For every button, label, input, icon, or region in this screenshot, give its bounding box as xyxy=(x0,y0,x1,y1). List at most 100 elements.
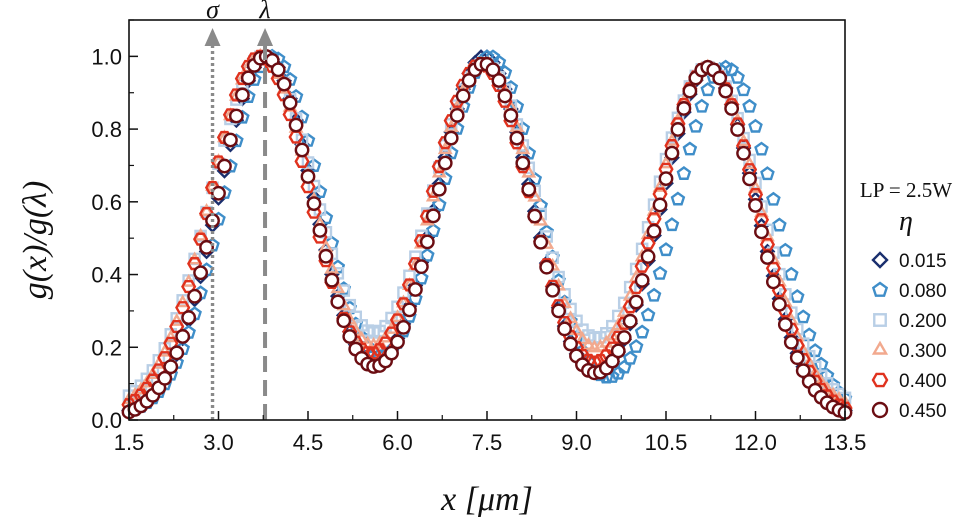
data-point xyxy=(187,288,203,304)
series-0.200 xyxy=(122,50,852,405)
data-point xyxy=(688,118,704,133)
data-point xyxy=(497,88,513,104)
data-point xyxy=(778,242,793,257)
data-point xyxy=(312,223,328,238)
legend-item: 0.400 xyxy=(871,371,947,392)
data-point xyxy=(228,108,244,124)
legend-label: 0.200 xyxy=(899,311,947,332)
data-point xyxy=(748,197,763,213)
legend-marker xyxy=(873,313,887,327)
data-point xyxy=(461,73,477,88)
data-point xyxy=(777,317,793,332)
data-point xyxy=(628,294,644,310)
data-point xyxy=(765,261,781,275)
data-point xyxy=(443,130,459,146)
data-point xyxy=(509,130,525,146)
data-point xyxy=(431,181,447,197)
data-point xyxy=(413,259,429,275)
legend-label: 0.450 xyxy=(899,401,947,422)
y-tick-label: 0.2 xyxy=(91,335,122,360)
y-tick-label: 0.8 xyxy=(91,117,122,142)
data-point xyxy=(772,217,787,232)
data-point xyxy=(270,62,286,78)
legend-title: LP = 2.5W xyxy=(860,178,952,202)
data-point xyxy=(449,108,465,123)
legend-item: 0.300 xyxy=(871,340,947,362)
data-point xyxy=(748,118,763,133)
legend-marker xyxy=(871,340,889,355)
legend-symbol: η xyxy=(899,206,913,237)
data-point xyxy=(366,346,382,360)
data-point xyxy=(640,249,656,264)
data-point xyxy=(437,155,453,171)
data-point xyxy=(670,122,686,137)
data-point xyxy=(407,282,423,297)
data-point xyxy=(402,302,417,318)
data-point xyxy=(533,234,549,250)
data-point xyxy=(785,306,798,319)
data-point xyxy=(324,272,340,288)
data-point xyxy=(622,350,638,365)
data-point xyxy=(658,242,674,257)
data-point xyxy=(789,350,805,366)
data-point xyxy=(455,88,471,104)
x-tick-label: 12.0 xyxy=(734,430,777,455)
series-0.450 xyxy=(121,49,853,420)
data-point xyxy=(545,282,561,298)
x-tick-label: 9.0 xyxy=(561,430,592,455)
data-point xyxy=(670,191,686,206)
data-point xyxy=(610,343,626,359)
data-point xyxy=(736,145,751,161)
data-point xyxy=(157,343,173,357)
data-point xyxy=(783,334,799,350)
data-point xyxy=(634,272,650,288)
data-point xyxy=(646,287,662,302)
data-point xyxy=(646,212,662,226)
data-point xyxy=(795,309,811,324)
legend-marker xyxy=(871,372,889,388)
data-point xyxy=(181,310,197,325)
data-point xyxy=(420,247,435,262)
data-point xyxy=(760,250,775,265)
data-point xyxy=(533,198,549,212)
data-point xyxy=(342,329,358,344)
data-point xyxy=(223,132,238,148)
data-point xyxy=(282,95,298,111)
data-point xyxy=(169,345,185,361)
legend-label: 0.015 xyxy=(899,251,947,272)
legend-item: 0.200 xyxy=(873,311,947,332)
legend-label: 0.300 xyxy=(899,341,947,362)
data-point xyxy=(795,363,811,379)
data-point xyxy=(503,108,519,123)
data-point xyxy=(485,62,501,78)
x-tick-label: 13.5 xyxy=(824,430,867,455)
data-point xyxy=(575,331,590,345)
data-point xyxy=(754,224,769,240)
data-point xyxy=(724,101,740,116)
data-point xyxy=(431,197,447,212)
data-point xyxy=(515,155,531,171)
data-point xyxy=(175,329,191,344)
data-point xyxy=(712,70,728,86)
data-point xyxy=(330,294,346,310)
data-point xyxy=(730,122,745,137)
data-point xyxy=(169,312,185,326)
data-point xyxy=(616,359,632,374)
legend: LP = 2.5W η 0.015 0.080 0.200 0.300 0.400 0.4… xyxy=(860,178,952,422)
marker-label: σ xyxy=(206,0,220,24)
data-point xyxy=(616,330,632,345)
y-tick-label: 1.0 xyxy=(91,44,122,69)
data-point xyxy=(425,223,441,237)
data-point xyxy=(563,336,578,352)
data-point xyxy=(819,381,835,394)
data-point xyxy=(682,141,698,156)
legend-item: 0.015 xyxy=(871,251,947,272)
marker-arrow-icon xyxy=(204,28,221,46)
data-point xyxy=(306,158,322,172)
data-point xyxy=(736,82,751,97)
legend-label: 0.400 xyxy=(899,371,947,392)
data-point xyxy=(384,345,399,361)
data-point xyxy=(318,248,334,264)
legend-item: 0.450 xyxy=(871,401,947,422)
data-point xyxy=(539,259,555,275)
